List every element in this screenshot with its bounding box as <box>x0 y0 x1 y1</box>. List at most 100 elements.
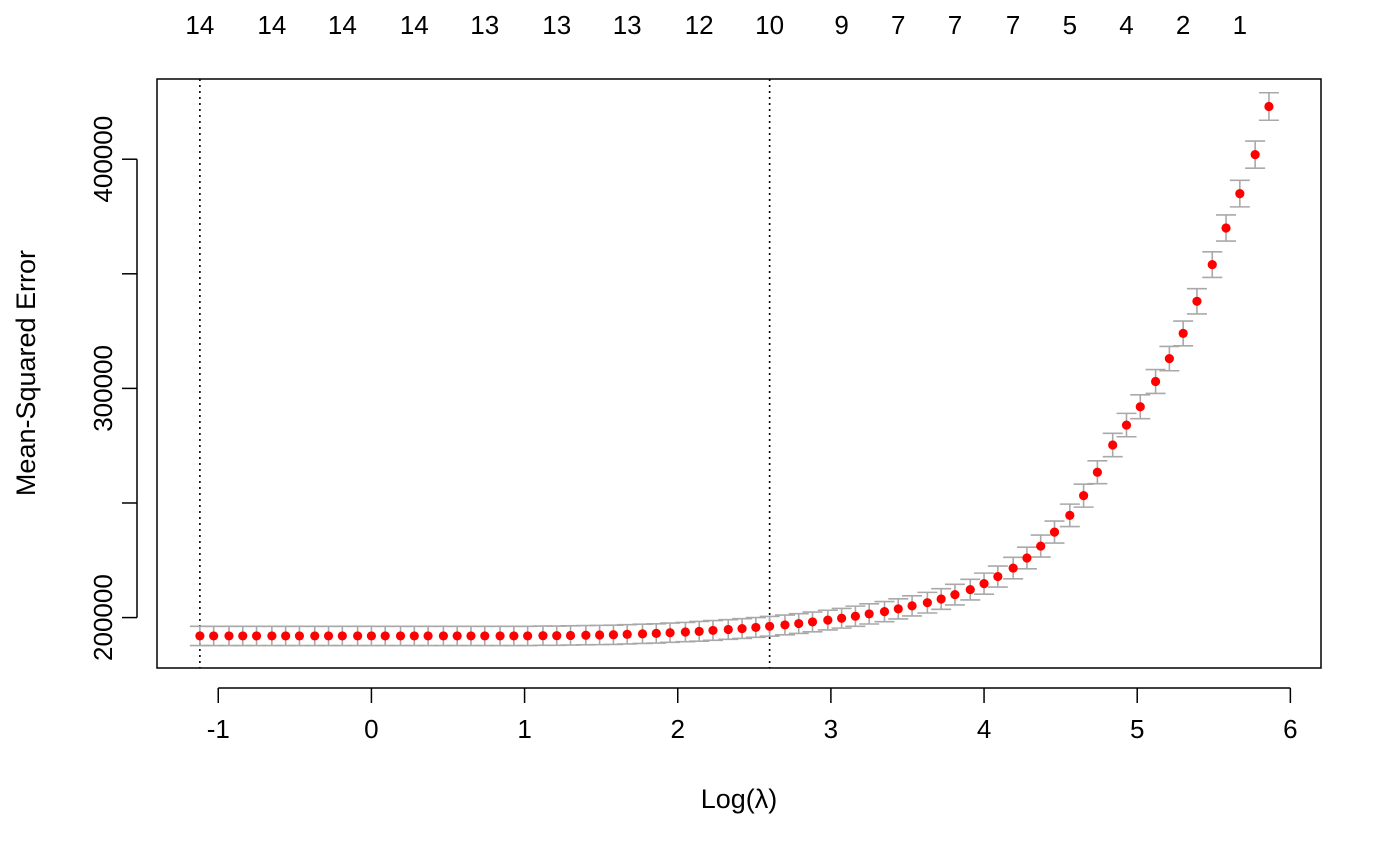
data-point <box>1092 467 1102 477</box>
top-axis-label: 14 <box>185 10 214 40</box>
data-point <box>310 631 320 641</box>
data-point <box>765 621 775 631</box>
top-axis-label: 13 <box>542 10 571 40</box>
data-point <box>680 627 690 637</box>
top-axis-label: 7 <box>1006 10 1020 40</box>
data-point <box>907 601 917 611</box>
data-point <box>538 631 548 641</box>
x-tick-label: 3 <box>824 714 838 744</box>
x-tick-label: 6 <box>1283 714 1297 744</box>
data-point <box>637 629 648 639</box>
data-point <box>1264 101 1274 112</box>
data-point <box>1235 188 1245 199</box>
top-axis-label: 2 <box>1176 10 1190 40</box>
data-point <box>380 631 390 641</box>
data-point <box>751 622 761 633</box>
y-tick-label: 200000 <box>88 574 118 661</box>
data-point <box>1164 354 1174 364</box>
data-point <box>694 626 704 636</box>
data-point <box>651 628 661 638</box>
data-point <box>509 631 519 641</box>
top-axis-df-labels: 14 14 14 14 13 13 13 12 10 9 7 7 7 5 4 2 1 <box>185 10 1247 40</box>
data-point <box>366 631 377 641</box>
data-point <box>950 590 960 600</box>
data-point <box>1049 527 1060 537</box>
data-point <box>480 631 490 641</box>
data-point <box>737 623 747 634</box>
x-tick-label: 0 <box>364 714 378 744</box>
data-point <box>1036 541 1046 551</box>
data-point <box>565 630 576 641</box>
data-point <box>409 631 419 641</box>
data-point <box>1008 563 1018 573</box>
data-point <box>708 625 718 636</box>
top-axis-label: 10 <box>755 10 784 40</box>
data-point <box>794 618 804 629</box>
top-axis-label: 1 <box>1233 10 1247 40</box>
data-point <box>965 585 975 595</box>
top-axis-label: 13 <box>613 10 642 40</box>
x-tick-label: 5 <box>1130 714 1144 744</box>
data-point <box>936 594 946 604</box>
y-axis-title: Mean-Squared Error <box>11 250 41 496</box>
data-point <box>224 631 234 641</box>
top-axis-label: 14 <box>257 10 286 40</box>
data-point <box>723 624 733 635</box>
data-point <box>267 631 277 641</box>
data-point <box>1207 260 1217 270</box>
top-axis-label: 13 <box>470 10 499 40</box>
x-tick-label: 1 <box>517 714 531 744</box>
data-point <box>1150 376 1161 387</box>
data-point <box>823 615 833 625</box>
data-point <box>1178 328 1188 338</box>
top-axis-label: 12 <box>685 10 714 40</box>
data-point <box>353 631 363 641</box>
x-axis: -1 0 1 2 3 4 5 6 <box>207 687 1298 744</box>
data-point <box>523 631 533 641</box>
x-tick-label: 4 <box>977 714 991 744</box>
data-point <box>608 630 619 640</box>
data-point <box>850 611 861 621</box>
y-axis: 200000 300000 400000 <box>88 116 138 661</box>
data-point <box>438 631 449 641</box>
top-axis-label: 14 <box>400 10 429 40</box>
data-points <box>195 101 1274 641</box>
data-point <box>466 631 476 641</box>
data-point <box>879 607 890 617</box>
data-point <box>395 631 406 641</box>
data-point <box>281 631 291 641</box>
data-point <box>423 631 433 641</box>
data-point <box>1192 296 1202 306</box>
data-point <box>209 631 219 641</box>
plot-frame <box>156 78 1322 669</box>
x-tick-label: -1 <box>207 714 230 744</box>
top-axis-label: 9 <box>834 10 848 40</box>
data-point <box>323 631 334 641</box>
data-point <box>1221 223 1231 233</box>
data-point <box>780 620 790 630</box>
data-point <box>837 613 847 623</box>
data-point <box>495 631 505 641</box>
data-point <box>1250 150 1260 160</box>
top-axis-label: 5 <box>1063 10 1077 40</box>
data-point <box>1065 510 1075 520</box>
data-point <box>452 631 462 641</box>
x-axis-title: Log(λ) <box>701 784 778 814</box>
data-point <box>622 629 632 639</box>
data-point <box>864 609 874 619</box>
data-point <box>979 579 989 589</box>
data-point <box>1108 440 1118 450</box>
error-bars <box>189 91 1279 647</box>
data-point <box>1135 402 1145 412</box>
data-point <box>922 598 932 608</box>
reference-lines <box>199 79 771 668</box>
data-point <box>1079 491 1089 501</box>
data-point <box>893 604 903 614</box>
data-point <box>595 630 605 640</box>
top-axis-label: 4 <box>1119 10 1133 40</box>
y-tick-label: 400000 <box>88 116 118 203</box>
top-axis-label: 7 <box>948 10 962 40</box>
data-point <box>251 631 262 641</box>
data-point <box>337 631 347 641</box>
